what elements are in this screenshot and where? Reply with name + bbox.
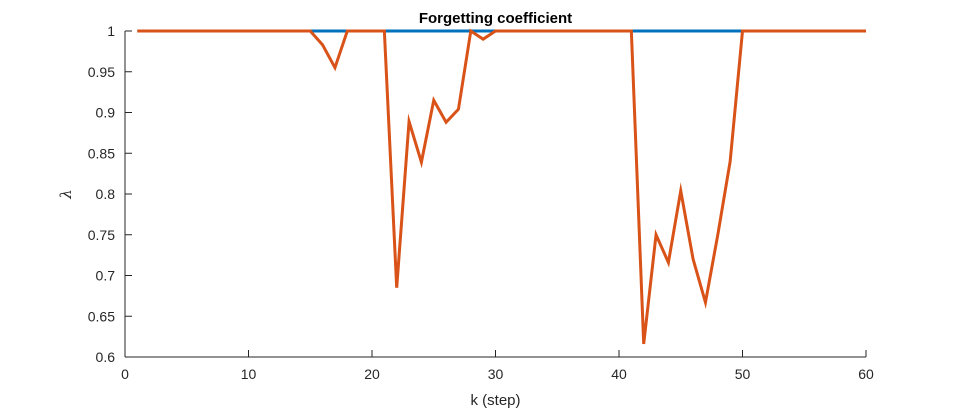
x-tick-label: 0 <box>121 366 129 382</box>
chart-title: Forgetting coefficient <box>419 10 572 27</box>
y-tick-label: 0.6 <box>96 349 116 365</box>
y-axis-label: λ <box>57 189 75 200</box>
y-tick-label: 0.7 <box>96 268 116 284</box>
axes-layer: 0 10 20 30 40 50 60 0.6 0.65 0.7 0.75 0.8 0.85 0.9 0.9… <box>88 23 874 382</box>
y-tick-label: 0.65 <box>88 308 115 324</box>
y-tick-label: 0.85 <box>88 145 115 161</box>
plot-area <box>125 31 866 357</box>
y-tick-label: 0.8 <box>96 186 116 202</box>
x-tick-label: 10 <box>241 366 257 382</box>
y-tick-label: 0.95 <box>88 64 115 80</box>
x-tick-label: 20 <box>364 366 380 382</box>
x-tick-label: 30 <box>488 366 504 382</box>
x-tick-label: 40 <box>611 366 627 382</box>
y-tick-label: 0.9 <box>96 105 116 121</box>
x-axis-label: k (step) <box>470 392 520 409</box>
x-tick-label: 60 <box>858 366 874 382</box>
series-layer <box>137 28 866 345</box>
series-line-2 <box>137 28 866 345</box>
x-tick-label: 50 <box>735 366 751 382</box>
y-tick-label: 0.75 <box>88 227 115 243</box>
y-tick-label: 1 <box>107 23 115 39</box>
